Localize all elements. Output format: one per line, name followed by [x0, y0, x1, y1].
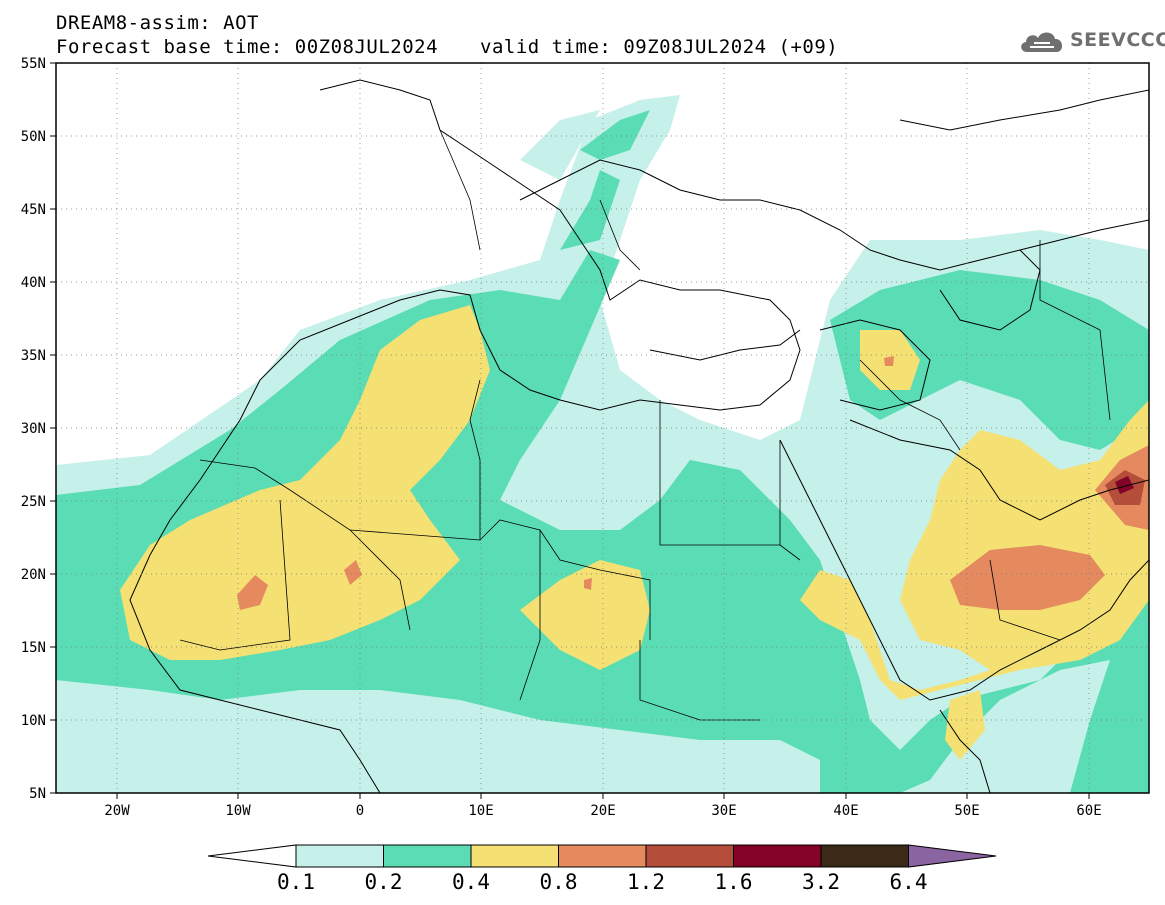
colorbar-label: 6.4 [889, 870, 928, 894]
lon-tick-label: 10W [225, 803, 251, 819]
lat-tick-label: 40N [21, 275, 46, 291]
colorbar-left-arrow [207, 844, 297, 868]
lon-tick-label: 20W [104, 803, 130, 819]
lat-tick-label: 45N [21, 202, 46, 218]
logo-text: SEEVCCC [1070, 29, 1165, 51]
lat-tick-label: 30N [21, 421, 46, 437]
tick-marks [50, 62, 1090, 799]
colorbar-swatch [295, 844, 384, 868]
colorbar-label: 1.2 [627, 870, 665, 894]
lat-tick-label: 15N [21, 640, 46, 656]
colorbar-swatch [558, 844, 647, 868]
lat-tick-label: 55N [21, 56, 46, 72]
lon-tick-label: 60E [1076, 803, 1101, 819]
lat-tick-label: 5N [29, 786, 46, 802]
valid-time-label: valid time: 09Z08JUL2024 (+09) [480, 36, 839, 58]
colorbar-right-arrow [908, 844, 997, 868]
colorbar-labels: 0.1 0.2 0.4 0.8 1.2 1.6 3.2 6.4 [0, 870, 1165, 900]
colorbar-swatch [645, 844, 734, 868]
lat-tick-labels: 55N 50N 45N 40N 35N 30N 25N 20N 15N 10N … [21, 56, 46, 802]
colorbar-label: 0.1 [277, 870, 315, 894]
lon-tick-label: 20E [590, 803, 615, 819]
lon-tick-label: 50E [954, 803, 979, 819]
lat-tick-label: 20N [21, 567, 46, 583]
colorbar-swatch [733, 844, 822, 868]
country-borders [179, 129, 1111, 721]
colorbar [207, 844, 997, 868]
colorbar-label: 0.8 [539, 870, 578, 894]
colorbar-label: 1.6 [714, 870, 753, 894]
colorbar-swatch [820, 844, 909, 868]
base-time-label: Forecast base time: 00Z08JUL2024 [56, 36, 439, 58]
lat-tick-label: 10N [21, 713, 46, 729]
time-info: Forecast base time: 00Z08JUL2024 valid ti… [56, 36, 838, 58]
colorbar-label: 3.2 [802, 870, 840, 894]
lon-tick-labels: 20W 10W 0 10E 20E 30E 40E 50E 60E [104, 803, 1101, 819]
lat-tick-label: 50N [21, 129, 46, 145]
lon-tick-label: 30E [711, 803, 736, 819]
coastlines [129, 79, 1149, 793]
lon-tick-label: 0 [356, 803, 364, 819]
colorbar-label: 0.2 [364, 870, 403, 894]
aot-band-1-6 [1115, 476, 1134, 494]
aot-band-0-4 [120, 305, 1149, 760]
lon-tick-label: 40E [833, 803, 858, 819]
chart-title: DREAM8-assim: AOT [56, 12, 259, 34]
colorbar-swatch [470, 844, 559, 868]
colorbar-label: 0.4 [452, 870, 490, 894]
seevccc-logo: SEEVCCC [1018, 24, 1165, 58]
lon-tick-label: 10E [468, 803, 493, 819]
graticule [56, 63, 1149, 793]
lat-tick-label: 35N [21, 348, 46, 364]
colorbar-swatch [383, 844, 472, 868]
cloud-icon [1021, 32, 1063, 52]
lat-tick-label: 25N [21, 494, 46, 510]
